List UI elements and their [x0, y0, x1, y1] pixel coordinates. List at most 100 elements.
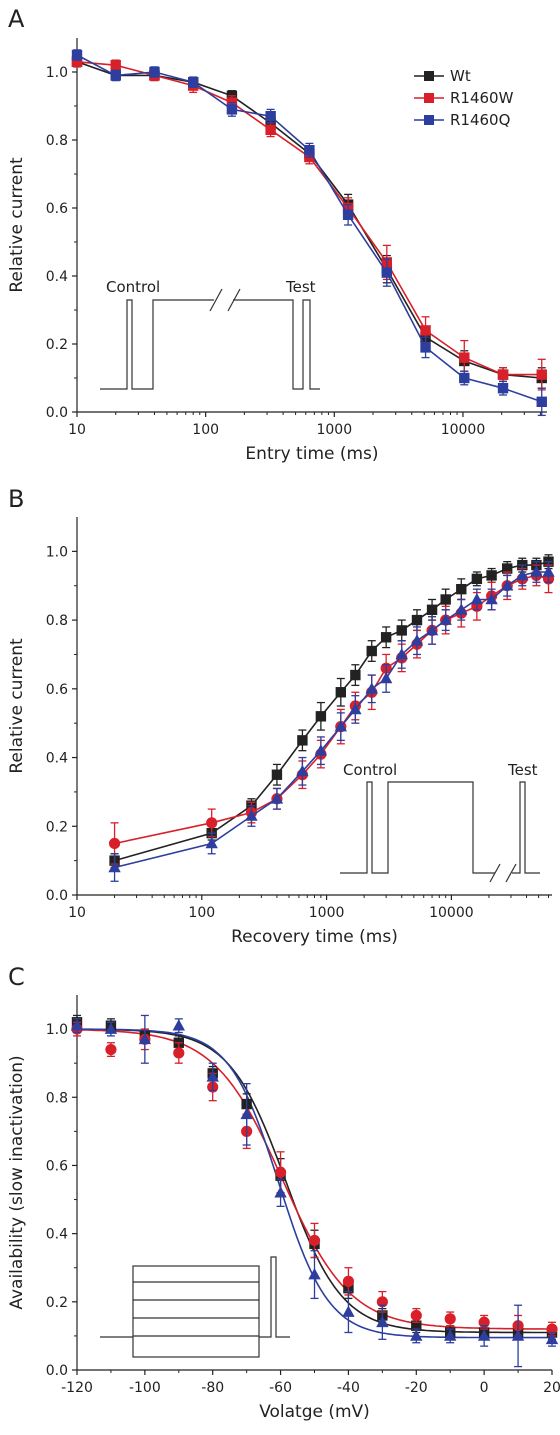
data-point	[342, 1275, 355, 1287]
panel-label: A	[8, 5, 25, 33]
data-point	[536, 396, 547, 407]
axis-break-mark	[209, 288, 223, 312]
axis-break-mark	[489, 863, 501, 883]
protocol-label-control: Control	[343, 761, 397, 779]
y-tick-label: 0.8	[46, 1090, 68, 1106]
data-point	[366, 645, 377, 657]
data-point	[542, 565, 555, 577]
panel-A: A 0.0 0.2 0.4 0.6 0.8 1.0 10 100 1000 10000 Entry t…	[7, 5, 547, 464]
x-tick-label: 10000	[441, 422, 486, 438]
data-point	[70, 1019, 84, 1031]
data-point	[410, 1329, 423, 1341]
x-axis-label: Entry time (ms)	[245, 444, 378, 464]
data-point	[71, 56, 83, 67]
data-point	[444, 1329, 457, 1341]
data-point	[516, 568, 529, 581]
x-tick-label: -120	[61, 1380, 93, 1396]
y-axis-label: Availability (slow inactivation)	[7, 1055, 27, 1309]
y-tick-label: 0.8	[46, 133, 68, 149]
x-tick-label: -60	[269, 1380, 292, 1396]
data-point	[501, 563, 513, 574]
data-point	[350, 669, 361, 681]
x-tick-label: 1000	[309, 905, 345, 921]
data-point	[335, 687, 347, 698]
data-point	[334, 720, 348, 732]
protocol-label-control: Control	[106, 278, 160, 296]
data-point	[172, 1019, 185, 1031]
data-point	[536, 369, 547, 380]
data-point	[265, 111, 276, 122]
y-tick-label: 0.0	[46, 888, 68, 904]
data-point	[420, 325, 431, 336]
data-point	[265, 124, 276, 135]
data-point	[500, 579, 514, 591]
x-tick-label: -40	[337, 1380, 360, 1396]
legend-marker	[424, 115, 434, 125]
legend-marker	[424, 93, 434, 103]
y-tick-label: 1.0	[46, 1022, 68, 1038]
data-point	[149, 66, 160, 78]
protocol-diagram	[132, 1265, 260, 1358]
protocol-label-test: Test	[507, 761, 538, 779]
data-point	[411, 614, 423, 626]
data-point	[486, 570, 497, 581]
data-point	[274, 1166, 287, 1178]
data-point	[425, 623, 439, 636]
data-point	[108, 861, 121, 873]
legend-label: R1460W	[450, 89, 514, 107]
data-point	[381, 267, 393, 278]
data-point	[545, 1332, 559, 1345]
data-point	[470, 592, 484, 605]
data-point	[511, 1329, 525, 1341]
y-axis-label: Relative current	[7, 638, 27, 774]
panel-C: C 0.0 0.2 0.4 0.6 0.8 1.0 -120 -100 -80 -60 -40 -20 0…	[7, 963, 560, 1422]
data-point	[240, 1107, 253, 1120]
data-point	[108, 837, 121, 850]
series-line	[76, 61, 542, 376]
series-line	[114, 560, 549, 862]
data-point	[296, 764, 309, 777]
data-point	[426, 604, 438, 615]
y-tick-label: 0.6	[46, 1158, 68, 1174]
data-point	[315, 711, 327, 722]
data-point	[459, 372, 470, 384]
data-point	[444, 1313, 456, 1325]
data-point	[138, 1032, 152, 1045]
x-tick-label: 100	[192, 422, 219, 438]
x-tick-label: 0	[480, 1380, 489, 1396]
series-line	[114, 571, 549, 869]
y-tick-label: 0.0	[46, 405, 68, 421]
series-r1460w	[108, 564, 555, 865]
data-point	[471, 573, 483, 585]
data-point	[376, 1315, 389, 1328]
protocol-diagram	[100, 299, 320, 390]
y-tick-label: 0.4	[46, 1227, 68, 1243]
series-r1460q	[70, 1014, 559, 1368]
axis-break-mark	[227, 288, 241, 312]
data-point	[304, 145, 315, 156]
x-tick-label: 10000	[429, 905, 474, 921]
data-point	[226, 104, 238, 115]
series-r1460q	[108, 561, 555, 882]
data-point	[349, 702, 362, 715]
y-tick-label: 1.0	[46, 544, 68, 560]
data-point	[530, 565, 543, 577]
series-line	[76, 54, 542, 403]
series-r1460q	[71, 49, 547, 417]
y-tick-label: 0.2	[46, 819, 68, 835]
x-tick-label: 10	[68, 905, 86, 921]
y-tick-label: 1.0	[46, 65, 68, 81]
data-point	[308, 1268, 321, 1280]
data-point	[379, 672, 393, 684]
y-axis-label: Relative current	[7, 157, 27, 293]
x-axis-label: Volatge (mV)	[259, 1402, 370, 1422]
data-point	[410, 634, 424, 646]
y-tick-label: 0.6	[46, 682, 68, 698]
x-tick-label: -20	[405, 1380, 428, 1396]
data-point	[308, 1234, 321, 1247]
data-point	[380, 632, 392, 643]
x-tick-label: 20	[543, 1380, 560, 1396]
data-point	[497, 369, 509, 380]
x-tick-label: -80	[201, 1380, 224, 1396]
